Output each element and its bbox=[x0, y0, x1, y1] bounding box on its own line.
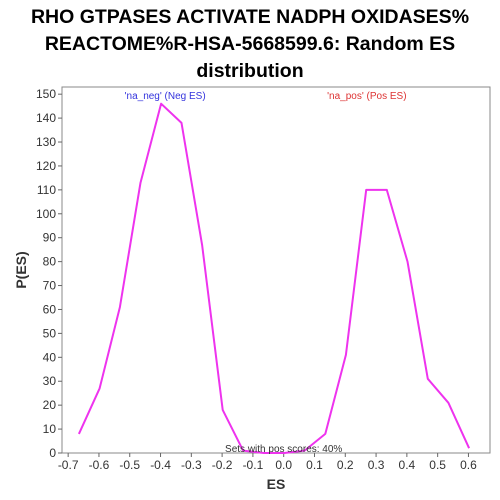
y-tick-label: 120 bbox=[36, 159, 56, 173]
y-tick-label: 10 bbox=[43, 422, 57, 436]
x-tick-label: -0.7 bbox=[58, 458, 79, 472]
x-tick-label: -0.3 bbox=[181, 458, 202, 472]
annotation-label: 'na_neg' (Neg ES) bbox=[125, 91, 206, 102]
x-tick-label: 0.6 bbox=[460, 458, 477, 472]
y-tick-label: 20 bbox=[43, 398, 57, 412]
x-tick-label: -0.6 bbox=[89, 458, 110, 472]
x-tick-label: 0.1 bbox=[306, 458, 323, 472]
y-tick-label: 130 bbox=[36, 135, 56, 149]
annotation-label: 'na_pos' (Pos ES) bbox=[327, 91, 406, 102]
y-tick-label: 90 bbox=[43, 231, 57, 245]
y-tick-label: 100 bbox=[36, 207, 56, 221]
y-tick-label: 50 bbox=[43, 326, 57, 340]
x-tick-label: 0.4 bbox=[399, 458, 416, 472]
x-tick-label: 0.0 bbox=[275, 458, 292, 472]
x-tick-label: -0.5 bbox=[119, 458, 140, 472]
y-tick-label: 30 bbox=[43, 374, 57, 388]
y-tick-label: 0 bbox=[49, 446, 56, 460]
y-tick-label: 150 bbox=[36, 87, 56, 101]
y-tick-label: 110 bbox=[37, 183, 56, 197]
y-tick-label: 70 bbox=[43, 279, 57, 293]
y-tick-label: 40 bbox=[43, 350, 57, 364]
x-tick-label: 0.3 bbox=[368, 458, 385, 472]
y-tick-label: 140 bbox=[36, 111, 56, 125]
y-tick-label: 80 bbox=[43, 255, 57, 269]
x-tick-label: 0.5 bbox=[429, 458, 446, 472]
y-axis-title: P(ES) bbox=[13, 251, 29, 288]
x-tick-label: 0.2 bbox=[337, 458, 354, 472]
x-tick-label: -0.2 bbox=[212, 458, 233, 472]
y-tick-label: 60 bbox=[43, 302, 57, 316]
x-tick-label: -0.4 bbox=[150, 458, 171, 472]
x-axis-title: ES bbox=[267, 476, 286, 492]
x-axis: -0.7 -0.6 -0.5 -0.4 -0.3 -0.2 -0.1 0.0 0.1 0.2 0.3… bbox=[58, 453, 477, 472]
annotation-label: Sets with pos scores: 40% bbox=[225, 444, 342, 455]
x-tick-label: -0.1 bbox=[243, 458, 264, 472]
y-axis: 0 10 20 30 40 50 60 70 80 90 100 110 120 130 140 150 bbox=[36, 87, 62, 460]
